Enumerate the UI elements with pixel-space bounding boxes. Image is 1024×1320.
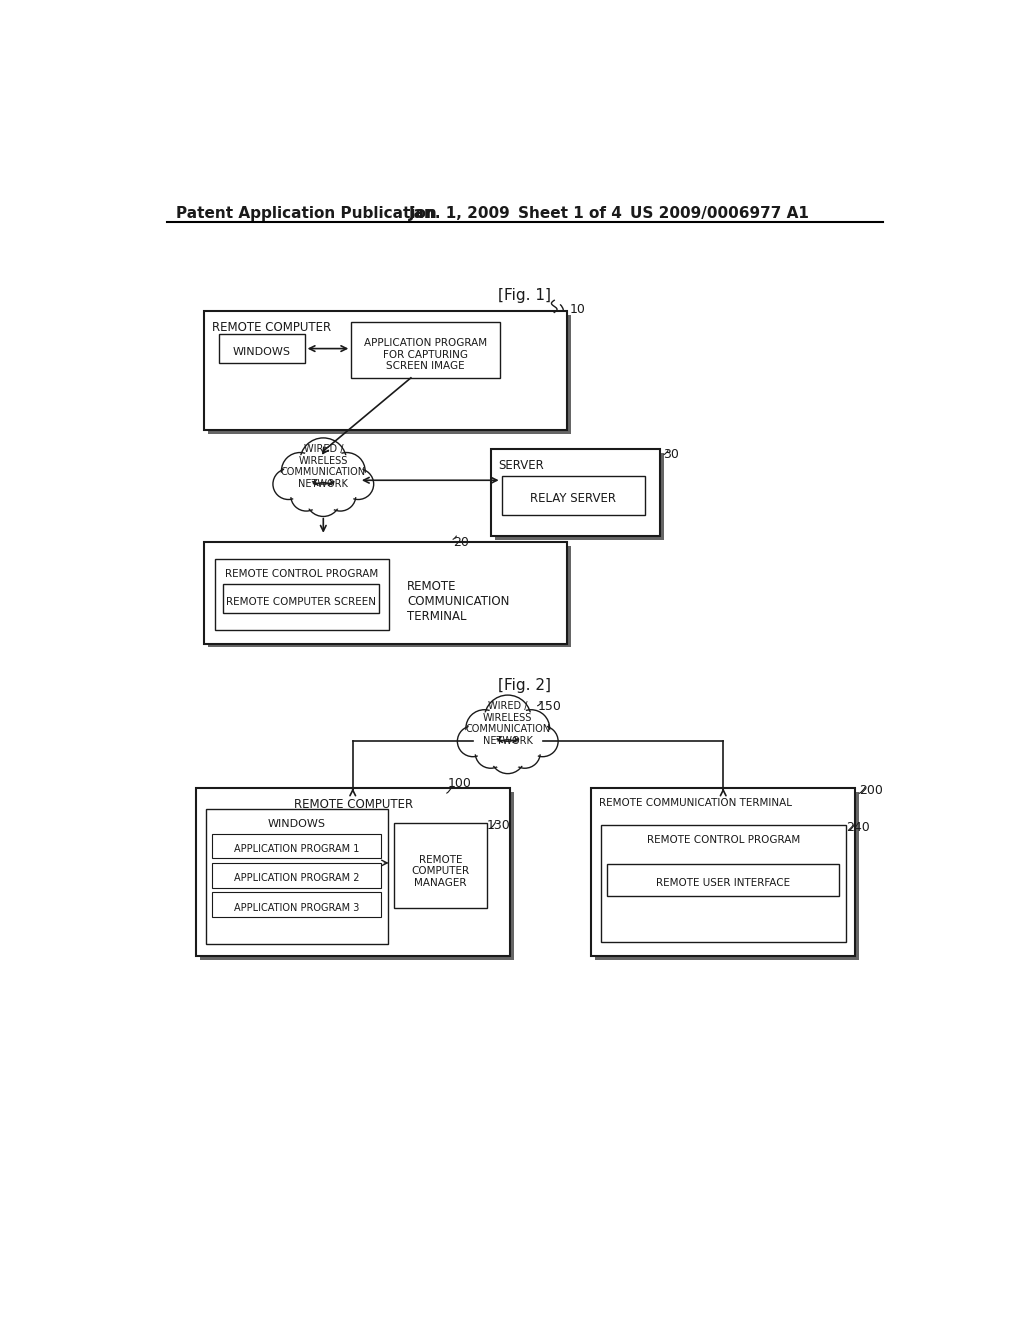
Text: WINDOWS: WINDOWS (233, 347, 291, 356)
Bar (212, 892, 381, 917)
Circle shape (306, 483, 340, 516)
Text: REMOTE COMPUTER SCREEN: REMOTE COMPUTER SCREEN (226, 597, 376, 607)
Text: US 2009/0006977 A1: US 2009/0006977 A1 (630, 206, 809, 222)
Text: REMOTE COMPUTER: REMOTE COMPUTER (212, 321, 331, 334)
Text: 20: 20 (454, 536, 469, 549)
Text: 200: 200 (859, 784, 883, 797)
Text: 130: 130 (486, 818, 511, 832)
Circle shape (494, 743, 522, 771)
Bar (212, 863, 381, 887)
Text: APPLICATION PROGRAM 2: APPLICATION PROGRAM 2 (233, 874, 359, 883)
Bar (208, 545, 570, 647)
Text: REMOTE
COMMUNICATION
TERMINAL: REMOTE COMMUNICATION TERMINAL (407, 581, 509, 623)
Circle shape (529, 729, 555, 754)
Text: REMOTE CONTROL PROGRAM: REMOTE CONTROL PROGRAM (225, 569, 379, 578)
Circle shape (512, 741, 538, 766)
Text: APPLICATION PROGRAM 3: APPLICATION PROGRAM 3 (233, 903, 359, 912)
Circle shape (460, 729, 485, 754)
Text: [Fig. 2]: [Fig. 2] (499, 678, 551, 693)
Bar (222, 585, 379, 614)
Bar (204, 541, 566, 644)
Text: APPLICATION PROGRAM
FOR CAPTURING
SCREEN IMAGE: APPLICATION PROGRAM FOR CAPTURING SCREEN… (365, 338, 487, 371)
Bar (197, 788, 510, 956)
Circle shape (282, 453, 318, 490)
Text: WINDOWS: WINDOWS (267, 818, 326, 829)
Text: Jan. 1, 2009: Jan. 1, 2009 (409, 206, 510, 222)
Circle shape (275, 471, 301, 496)
Circle shape (291, 480, 322, 511)
Circle shape (466, 710, 503, 747)
Bar (204, 312, 566, 430)
Circle shape (285, 455, 315, 486)
Circle shape (304, 442, 342, 480)
Bar (219, 334, 305, 363)
Circle shape (328, 483, 353, 508)
Text: 10: 10 (569, 304, 586, 317)
Circle shape (273, 469, 304, 499)
Circle shape (490, 739, 524, 774)
Bar (394, 822, 486, 908)
Circle shape (484, 696, 531, 742)
Text: WIRED /
WIRELESS
COMMUNICATION
NETWORK: WIRED / WIRELESS COMMUNICATION NETWORK (465, 701, 550, 746)
Text: 150: 150 (538, 700, 561, 713)
Bar (351, 322, 500, 378)
Text: WIRED /
WIRELESS
COMMUNICATION
NETWORK: WIRED / WIRELESS COMMUNICATION NETWORK (281, 444, 366, 488)
Circle shape (516, 713, 546, 743)
Text: REMOTE CONTROL PROGRAM: REMOTE CONTROL PROGRAM (646, 836, 800, 845)
Text: REMOTE COMPUTER: REMOTE COMPUTER (294, 799, 413, 812)
Text: [Fig. 1]: [Fig. 1] (499, 288, 551, 302)
Bar (215, 558, 389, 630)
Bar (495, 453, 664, 540)
Text: APPLICATION PROGRAM 1: APPLICATION PROGRAM 1 (233, 843, 359, 854)
Bar (601, 825, 846, 942)
Text: 100: 100 (449, 776, 472, 789)
Bar (200, 792, 514, 960)
Bar (607, 863, 840, 896)
Bar (212, 834, 381, 858)
Circle shape (475, 738, 506, 768)
Bar (502, 477, 645, 515)
Circle shape (478, 741, 504, 766)
Text: REMOTE USER INTERFACE: REMOTE USER INTERFACE (656, 878, 791, 888)
Circle shape (458, 726, 488, 756)
Circle shape (343, 469, 374, 499)
Circle shape (332, 455, 361, 486)
Circle shape (325, 480, 356, 511)
Text: Sheet 1 of 4: Sheet 1 of 4 (518, 206, 622, 222)
Circle shape (345, 471, 371, 496)
Circle shape (512, 710, 550, 747)
Text: REMOTE COMMUNICATION TERMINAL: REMOTE COMMUNICATION TERMINAL (599, 799, 793, 808)
Circle shape (309, 486, 337, 513)
Bar (592, 788, 855, 956)
Text: Patent Application Publication: Patent Application Publication (176, 206, 437, 222)
Circle shape (488, 700, 526, 737)
Bar (206, 809, 388, 944)
Circle shape (527, 726, 558, 756)
Text: REMOTE
COMPUTER
MANAGER: REMOTE COMPUTER MANAGER (412, 855, 469, 888)
Circle shape (509, 738, 541, 768)
Text: 240: 240 (846, 821, 869, 834)
Circle shape (294, 483, 318, 508)
Text: RELAY SERVER: RELAY SERVER (530, 492, 616, 506)
Bar (490, 449, 659, 536)
Text: 30: 30 (664, 447, 679, 461)
Circle shape (300, 438, 346, 484)
Circle shape (328, 453, 366, 490)
Bar (208, 314, 570, 434)
Text: SERVER: SERVER (499, 459, 544, 473)
Circle shape (469, 713, 500, 743)
Bar (595, 792, 859, 960)
